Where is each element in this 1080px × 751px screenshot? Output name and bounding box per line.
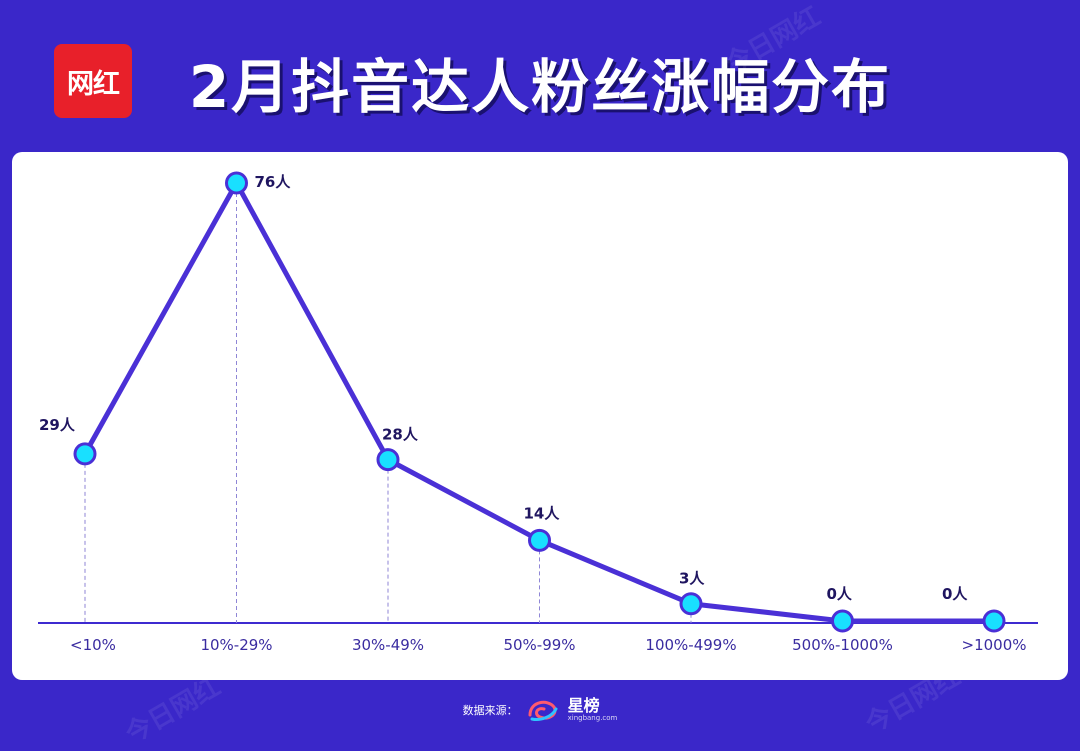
data-point xyxy=(528,528,551,552)
brand-block: 星榜 xingbang.com xyxy=(567,696,618,723)
data-label: 0人 xyxy=(942,585,968,603)
data-point xyxy=(225,171,248,195)
data-point xyxy=(831,609,854,633)
data-label: 14人 xyxy=(524,504,561,522)
x-tick-label: 500%-1000% xyxy=(792,636,893,654)
data-point xyxy=(982,609,1006,633)
x-tick-label: 50%-99% xyxy=(503,636,575,654)
data-point xyxy=(679,592,703,616)
data-point xyxy=(376,448,400,472)
x-tick-label: 100%-499% xyxy=(645,636,736,654)
series-line xyxy=(82,180,997,624)
data-label: 28人 xyxy=(382,426,419,444)
xingbang-logo-icon xyxy=(526,697,560,723)
x-tick-label: <10% xyxy=(70,636,116,654)
data-label: 29人 xyxy=(39,416,76,434)
data-point xyxy=(73,442,97,466)
data-label: 0人 xyxy=(827,585,853,603)
brand-name: 星榜 xyxy=(567,696,600,715)
source-label: 数据来源： xyxy=(462,704,518,717)
data-label: 3人 xyxy=(679,570,705,588)
x-tick-label: 10%-29% xyxy=(200,636,272,654)
x-tick-label: >1000% xyxy=(962,636,1027,654)
brand-logo: 网红 xyxy=(54,44,132,118)
chart-card: 29人 76人 28人 14人 3人 0人 0人 <10% 10%-29% 30%-49% 50%… xyxy=(12,152,1068,680)
data-source-footer: 数据来源： 星榜 xingbang.com xyxy=(0,690,1080,730)
data-label: 76人 xyxy=(255,173,292,191)
brand-subtitle: xingbang.com xyxy=(567,714,618,722)
page-title: 2月抖音达人粉丝涨幅分布 xyxy=(188,53,892,121)
line-chart: 29人 76人 28人 14人 3人 0人 0人 <10% 10%-29% 30%-49% 50%… xyxy=(38,171,1038,654)
x-tick-label: 30%-49% xyxy=(352,636,424,654)
